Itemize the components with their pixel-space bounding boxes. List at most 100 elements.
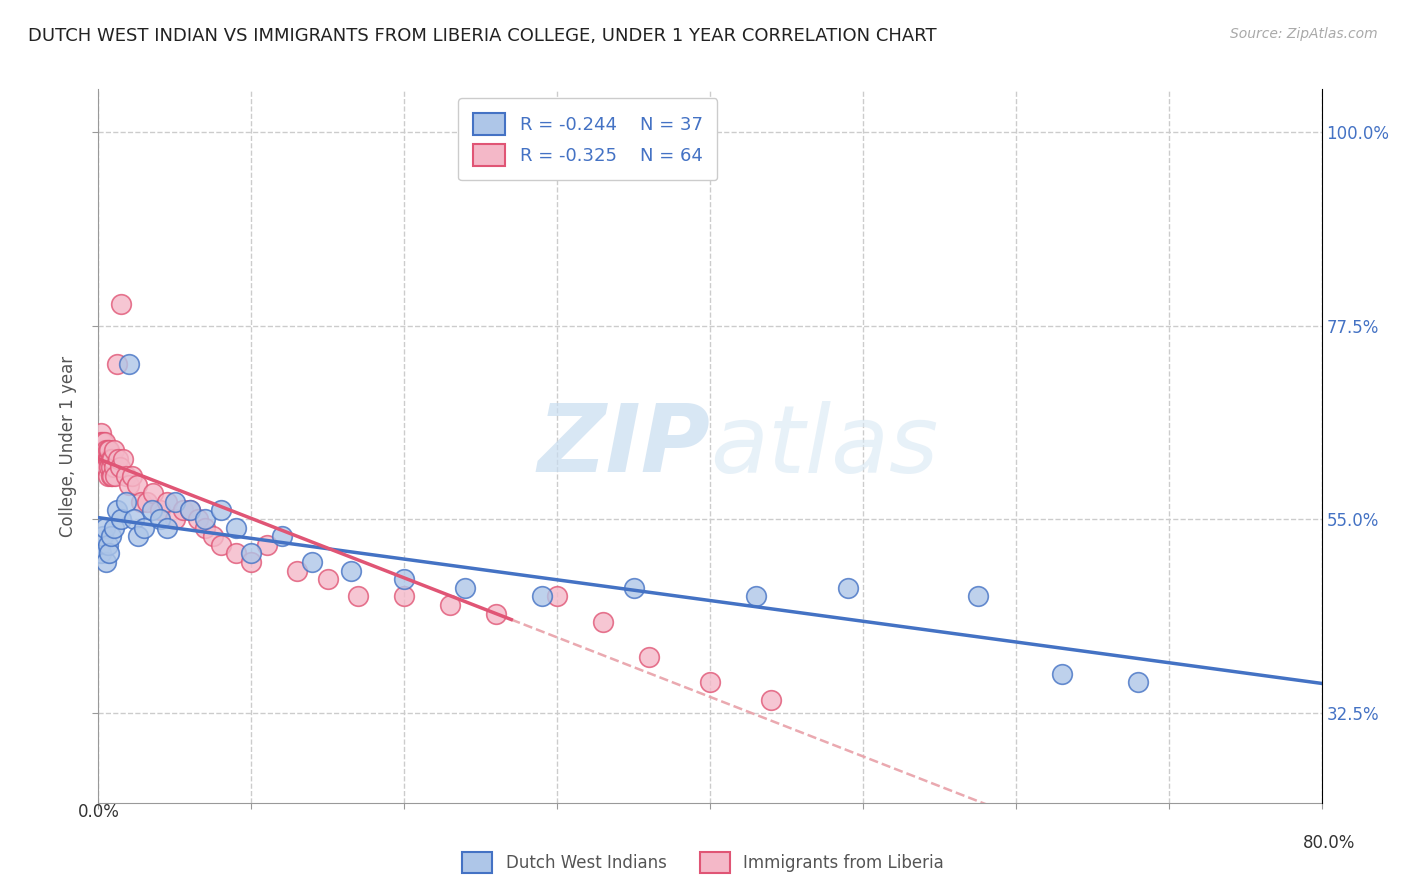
Point <box>118 357 141 371</box>
Point <box>94 443 117 458</box>
Point <box>103 460 125 475</box>
Point <box>104 469 127 483</box>
Point <box>163 495 186 509</box>
Point <box>100 469 122 483</box>
Point <box>966 590 988 604</box>
Point <box>127 529 149 543</box>
Point <box>637 649 661 664</box>
Point <box>97 538 120 552</box>
Point <box>141 503 163 517</box>
Y-axis label: College, Under 1 year: College, Under 1 year <box>59 355 77 537</box>
Point <box>142 486 165 500</box>
Point <box>91 529 114 543</box>
Point <box>89 451 111 466</box>
Point <box>100 451 122 466</box>
Point <box>107 451 129 466</box>
Point <box>118 477 141 491</box>
Point <box>91 443 114 458</box>
Point <box>194 521 217 535</box>
Point <box>1050 666 1073 681</box>
Point <box>136 495 159 509</box>
Point <box>93 434 115 449</box>
Legend: Dutch West Indians, Immigrants from Liberia: Dutch West Indians, Immigrants from Libe… <box>456 846 950 880</box>
Point <box>202 529 225 543</box>
Point <box>101 451 124 466</box>
Point <box>129 495 152 509</box>
Point <box>121 469 143 483</box>
Point <box>530 590 553 604</box>
Point <box>347 590 370 604</box>
Point <box>93 521 115 535</box>
Point <box>172 503 194 517</box>
Point <box>97 451 120 466</box>
Point <box>1128 675 1150 690</box>
Point <box>97 469 120 483</box>
Point <box>91 451 114 466</box>
Point <box>699 675 721 690</box>
Point <box>339 564 361 578</box>
Point <box>110 297 132 311</box>
Point <box>108 460 131 475</box>
Point <box>316 572 339 586</box>
Text: atlas: atlas <box>710 401 938 491</box>
Point <box>392 590 416 604</box>
Text: 80.0%: 80.0% <box>1302 834 1355 852</box>
Point <box>240 546 263 560</box>
Point <box>94 460 117 475</box>
Point <box>156 495 179 509</box>
Point <box>89 443 111 458</box>
Point <box>105 357 128 371</box>
Legend: R = -0.244    N = 37, R = -0.325    N = 64: R = -0.244 N = 37, R = -0.325 N = 64 <box>458 98 717 180</box>
Text: ZIP: ZIP <box>537 400 710 492</box>
Point <box>100 460 122 475</box>
Point <box>103 521 125 535</box>
Point <box>149 512 172 526</box>
Point <box>89 538 111 552</box>
Point <box>105 503 128 517</box>
Point <box>209 503 232 517</box>
Point <box>837 581 859 595</box>
Point <box>209 538 232 552</box>
Point <box>115 495 138 509</box>
Point <box>94 555 117 569</box>
Point <box>90 434 112 449</box>
Point <box>179 503 201 517</box>
Point <box>90 546 112 560</box>
Point <box>134 521 156 535</box>
Point <box>240 555 263 569</box>
Point <box>187 512 209 526</box>
Point <box>90 426 112 441</box>
Point <box>439 598 461 612</box>
Point <box>98 443 121 458</box>
Point <box>91 434 114 449</box>
Point <box>194 512 217 526</box>
Point <box>110 512 132 526</box>
Point <box>98 460 121 475</box>
Point <box>97 443 120 458</box>
Point <box>454 581 477 595</box>
Point <box>623 581 645 595</box>
Point <box>392 572 416 586</box>
Point <box>592 615 614 630</box>
Point <box>93 451 115 466</box>
Point <box>93 443 115 458</box>
Point <box>111 451 134 466</box>
Point <box>285 564 308 578</box>
Point <box>149 503 172 517</box>
Point <box>115 469 138 483</box>
Text: DUTCH WEST INDIAN VS IMMIGRANTS FROM LIBERIA COLLEGE, UNDER 1 YEAR CORRELATION C: DUTCH WEST INDIAN VS IMMIGRANTS FROM LIB… <box>28 27 936 45</box>
Point <box>546 590 568 604</box>
Point <box>179 503 201 517</box>
Point <box>122 512 145 526</box>
Point <box>89 434 111 449</box>
Point <box>301 555 323 569</box>
Point <box>759 692 782 706</box>
Point <box>485 607 508 621</box>
Point <box>256 538 278 552</box>
Text: 0.0%: 0.0% <box>77 803 120 821</box>
Text: Source: ZipAtlas.com: Source: ZipAtlas.com <box>1230 27 1378 41</box>
Point <box>98 546 121 560</box>
Point <box>100 529 122 543</box>
Point <box>163 512 186 526</box>
Point <box>101 469 124 483</box>
